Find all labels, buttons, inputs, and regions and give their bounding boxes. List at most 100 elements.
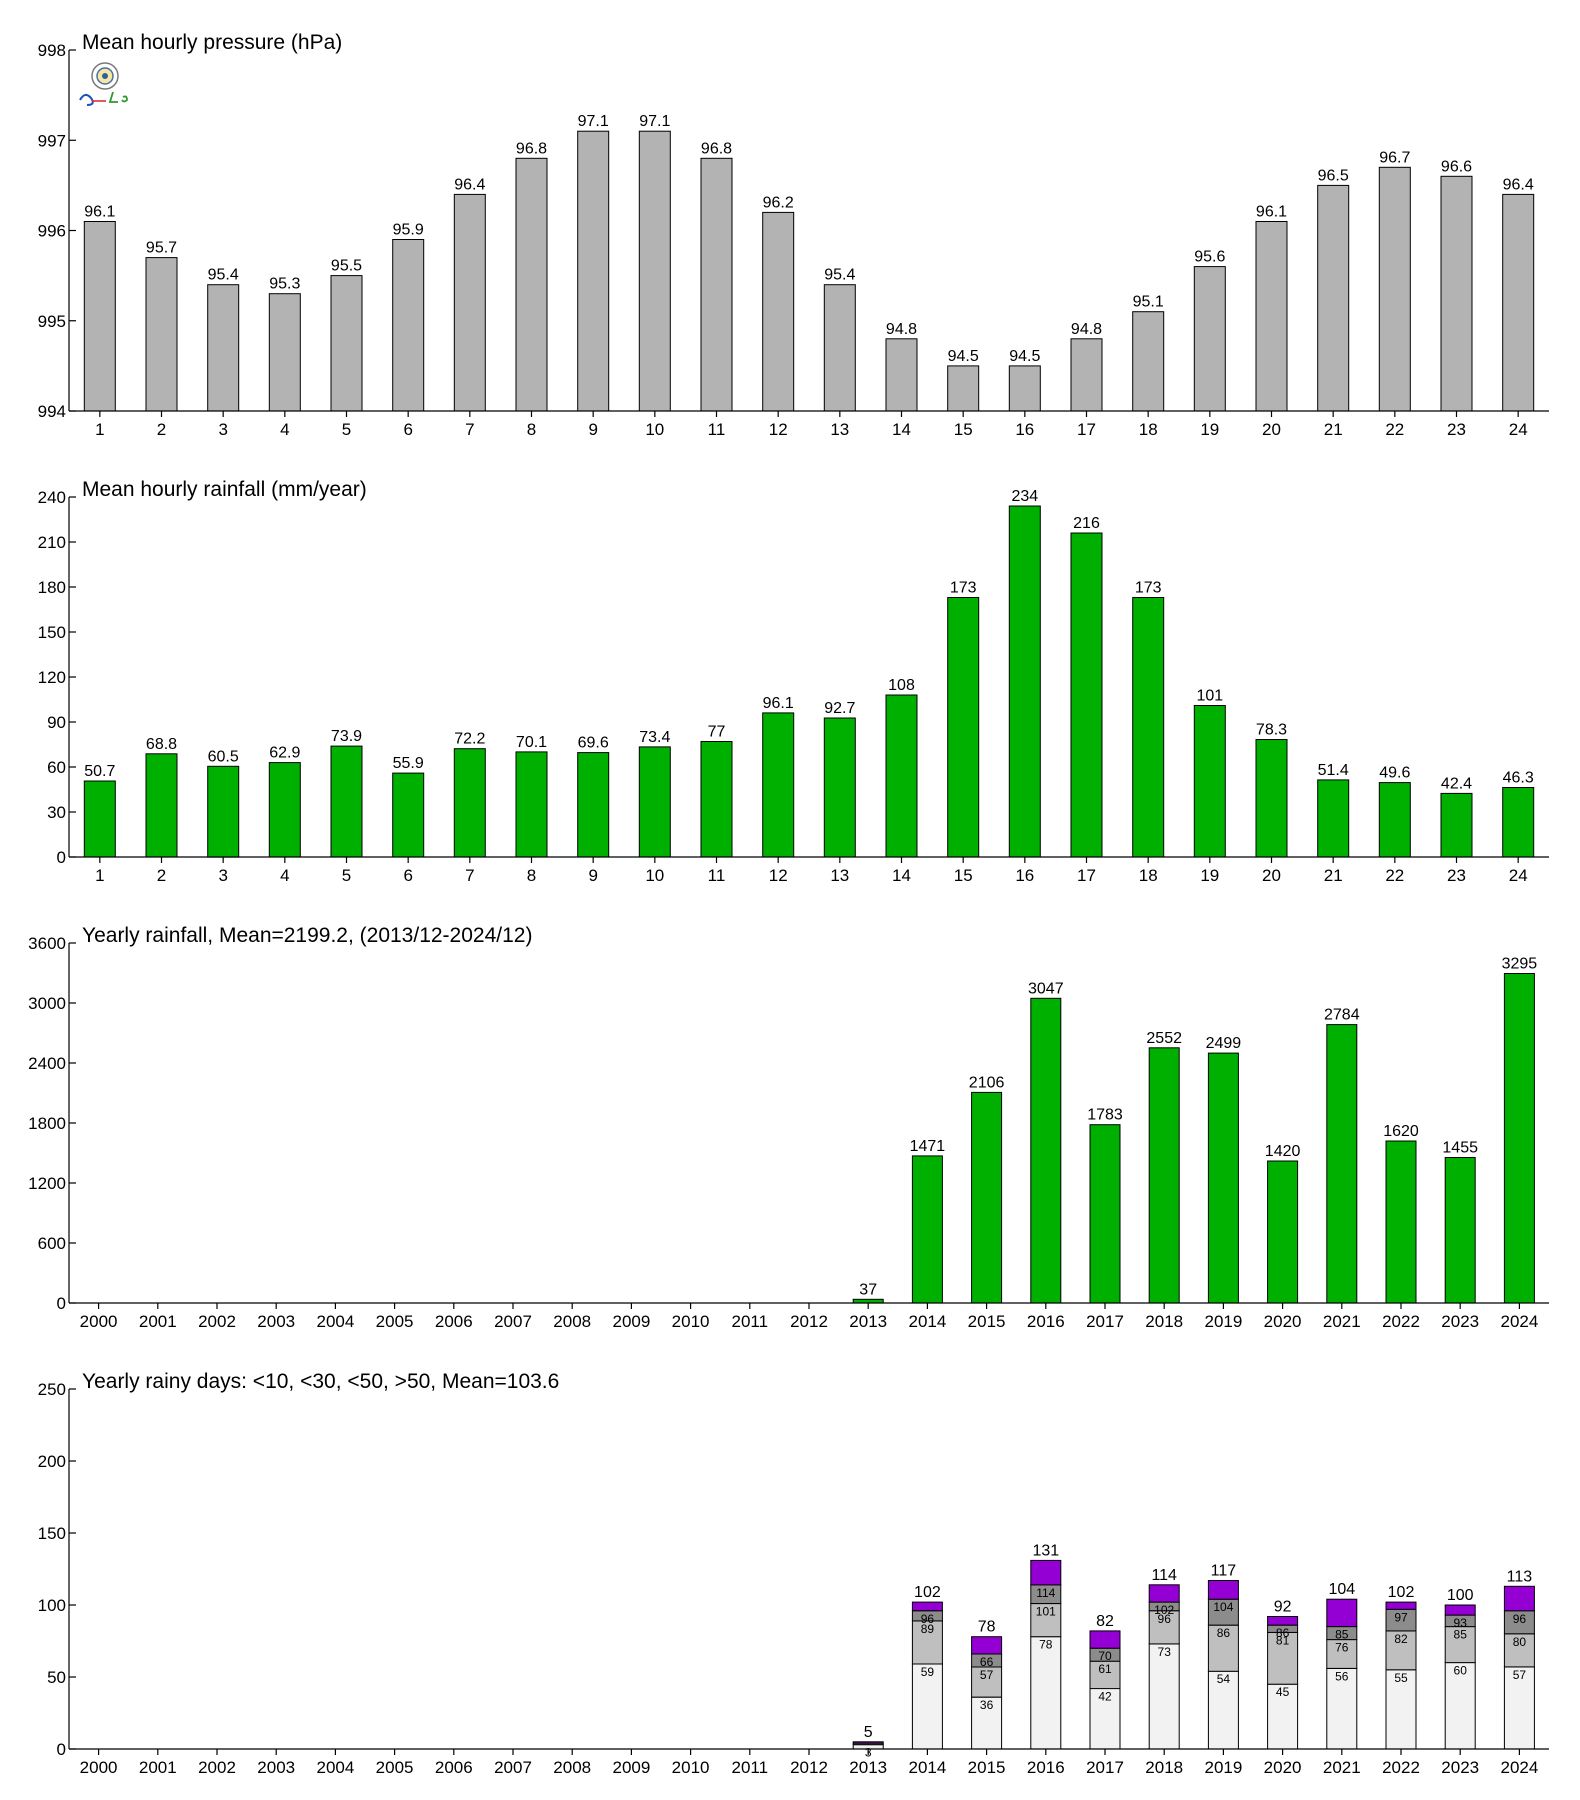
value-label-12: 96.2: [763, 194, 794, 211]
x-tick-label-19: 19: [1200, 420, 1219, 439]
bar-24: [1502, 787, 1535, 858]
value-label-2: 68.8: [146, 736, 177, 753]
bar-7: [453, 748, 486, 858]
bar-11: [700, 741, 733, 858]
segment-label-2020-1: 81: [1276, 1633, 1290, 1647]
x-tick-label-2006: 2006: [435, 1312, 473, 1331]
segment-label-2022-0: 55: [1394, 1671, 1408, 1685]
segment-label-2018-1: 96: [1158, 1612, 1172, 1626]
x-tick-label-11: 11: [708, 866, 726, 885]
x-tick-label-2024: 2024: [1500, 1312, 1538, 1331]
x-tick-label-8: 8: [527, 420, 536, 439]
value-label-17: 94.8: [1071, 321, 1102, 338]
bar-16: [1008, 505, 1041, 858]
bar-2019: [1207, 1052, 1239, 1304]
value-label-2023: 1455: [1442, 1140, 1478, 1157]
bar-segment-2016-0: [1030, 1636, 1062, 1750]
bar-23: [1440, 792, 1473, 858]
value-label-6: 95.9: [393, 222, 424, 239]
bar-10: [638, 746, 671, 858]
x-tick-label-2009: 2009: [612, 1758, 650, 1777]
y-tick-label-1800: 1800: [28, 1114, 66, 1133]
x-tick-label-2007: 2007: [494, 1758, 532, 1777]
value-label-23: 42.4: [1441, 775, 1472, 792]
x-tick-label-16: 16: [1015, 420, 1034, 439]
value-label-14: 108: [888, 677, 915, 694]
value-label-16: 94.5: [1009, 348, 1040, 365]
y-tick-label-3600: 3600: [28, 934, 66, 953]
x-tick-label-2003: 2003: [257, 1312, 295, 1331]
segment-label-2019-1: 86: [1217, 1626, 1231, 1640]
bar-segment-2022-1: [1385, 1630, 1417, 1671]
value-label-3: 95.4: [208, 267, 239, 284]
total-label-2019: 117: [1211, 1563, 1237, 1580]
y-tick-label-200: 200: [38, 1452, 66, 1471]
x-tick-label-21: 21: [1324, 420, 1343, 439]
bar-segment-2024-1: [1503, 1633, 1535, 1668]
value-label-15: 173: [950, 580, 977, 597]
x-tick-label-2021: 2021: [1323, 1312, 1361, 1331]
bar-13: [823, 284, 856, 412]
x-tick-label-2010: 2010: [672, 1758, 710, 1777]
bar-2022: [1385, 1140, 1417, 1304]
x-tick-label-2000: 2000: [80, 1758, 118, 1777]
x-tick-label-2022: 2022: [1382, 1758, 1420, 1777]
y-tick-label-30: 30: [47, 803, 66, 822]
segment-label-2021-0: 56: [1335, 1669, 1349, 1683]
y-tick-label-180: 180: [38, 578, 66, 597]
bar-segment-2017-1: [1089, 1660, 1121, 1690]
bar-5: [330, 275, 363, 412]
bar-6: [392, 772, 425, 858]
x-tick-label-6: 6: [403, 866, 412, 885]
x-tick-label-2: 2: [157, 866, 166, 885]
bar-segment-2022-3: [1385, 1601, 1417, 1610]
bar-15: [947, 365, 980, 412]
x-tick-label-16: 16: [1015, 866, 1034, 885]
x-tick-label-22: 22: [1385, 420, 1404, 439]
x-tick-label-6: 6: [403, 420, 412, 439]
value-label-2016: 3047: [1028, 980, 1064, 997]
total-label-2024: 113: [1507, 1568, 1533, 1585]
x-tick-label-2012: 2012: [790, 1312, 828, 1331]
value-label-5: 73.9: [331, 728, 362, 745]
x-tick-label-2003: 2003: [257, 1758, 295, 1777]
y-tick-label-2400: 2400: [28, 1054, 66, 1073]
value-label-20: 96.1: [1256, 204, 1287, 221]
bar-12: [762, 211, 795, 412]
x-tick-label-9: 9: [588, 866, 597, 885]
x-tick-label-19: 19: [1200, 866, 1219, 885]
bar-20: [1255, 739, 1288, 858]
x-tick-label-2014: 2014: [908, 1758, 946, 1777]
x-tick-label-18: 18: [1139, 866, 1158, 885]
x-tick-label-2023: 2023: [1441, 1312, 1479, 1331]
bar-15: [947, 597, 980, 858]
value-label-22: 96.7: [1379, 149, 1410, 166]
x-tick-label-2020: 2020: [1264, 1312, 1302, 1331]
x-tick-label-4: 4: [280, 420, 289, 439]
value-label-10: 73.4: [639, 729, 670, 746]
segment-label-2023-0: 60: [1454, 1664, 1468, 1678]
segment-label-2019-2: 104: [1213, 1600, 1233, 1614]
x-tick-label-12: 12: [769, 866, 788, 885]
bar-segment-2014-0: [911, 1663, 943, 1750]
segment-label-2014-0: 59: [921, 1665, 935, 1679]
segment-label-2021-2: 85: [1335, 1628, 1349, 1642]
value-label-2015: 2106: [969, 1074, 1005, 1091]
bar-segment-2014-1: [911, 1620, 943, 1665]
bar-13: [823, 717, 856, 858]
x-tick-label-7: 7: [465, 420, 474, 439]
bar-segment-2018-0: [1148, 1643, 1180, 1750]
value-label-13: 92.7: [824, 700, 855, 717]
value-label-4: 62.9: [269, 745, 300, 762]
bar-11: [700, 157, 733, 412]
x-tick-label-2015: 2015: [968, 1312, 1006, 1331]
value-label-17: 216: [1073, 515, 1100, 532]
bar-2: [145, 257, 178, 412]
total-label-2022: 102: [1388, 1584, 1415, 1601]
bar-3: [207, 284, 240, 412]
bar-4: [268, 762, 301, 858]
y-tick-label-995: 995: [38, 312, 66, 331]
y-tick-label-3000: 3000: [28, 994, 66, 1013]
bar-18: [1132, 311, 1165, 412]
bar-1: [83, 221, 116, 412]
